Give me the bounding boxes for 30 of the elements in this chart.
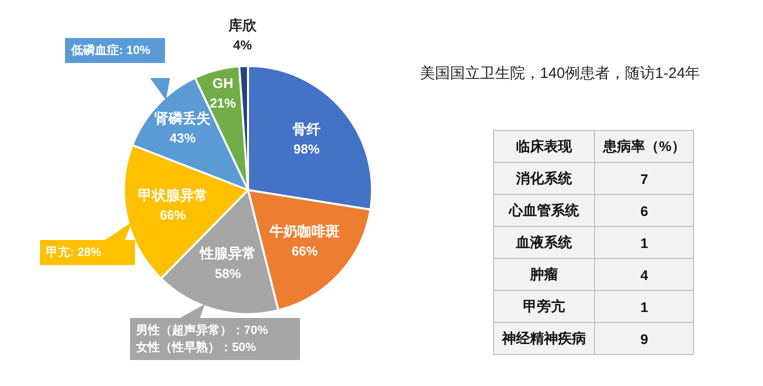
data-label: 4 — [594, 258, 694, 290]
data-label: 66% — [160, 208, 186, 223]
slice-label: GH — [212, 74, 234, 91]
category-label: 甲旁亢 — [494, 290, 594, 322]
slice-label: 甲状腺异常 — [138, 187, 208, 204]
category-label: 血液系统 — [494, 226, 594, 258]
data-label: 6 — [594, 194, 694, 226]
data-label: 98% — [293, 142, 320, 157]
category-label: 肿瘤 — [494, 258, 594, 290]
data-label: 1 — [594, 226, 694, 258]
data-label: 21% — [210, 96, 236, 111]
callout-box: 低磷血症: 10% — [65, 38, 165, 63]
data-label: 9 — [594, 322, 694, 354]
slice-label: 库欣 — [228, 16, 258, 33]
data-label: 58% — [214, 266, 242, 281]
category-label: 消化系统 — [494, 162, 594, 194]
category-label: 心血管系统 — [494, 194, 594, 226]
data-label: 43% — [170, 130, 196, 146]
text: 美国国立卫生院，140例患者，随访1-24年 — [420, 64, 700, 83]
data-label: 66% — [292, 243, 318, 258]
legend-label: 肾磷丢失 — [154, 110, 212, 126]
category-label: 神经精神疾病 — [494, 322, 594, 354]
slice-label: 性腺异常 — [198, 245, 256, 262]
data-label: 1 — [594, 290, 694, 322]
slice-label: 骨纤 — [292, 120, 321, 137]
data-label: 4% — [233, 38, 252, 53]
slice-label: 牛奶咖啡斑 — [268, 222, 340, 239]
data-label: 7 — [594, 162, 694, 194]
text: 临床表现 — [494, 130, 594, 162]
text: 患病率（%） — [594, 130, 694, 162]
